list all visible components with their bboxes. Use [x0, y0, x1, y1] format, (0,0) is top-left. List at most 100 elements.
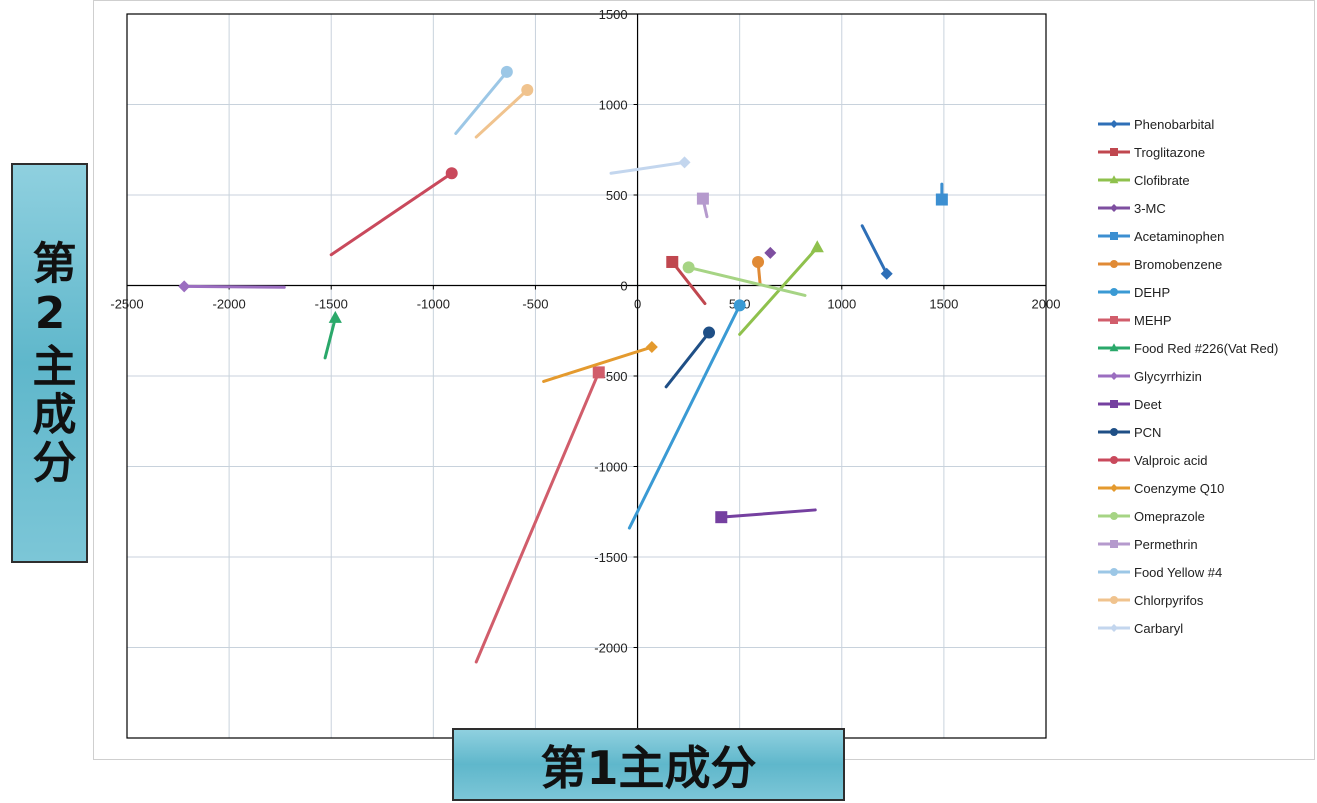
legend-item: Carbaryl: [1098, 621, 1183, 636]
legend-marker: [1110, 120, 1118, 128]
series-line: [323, 316, 337, 360]
legend-marker: [1110, 400, 1118, 408]
legend-label: MEHP: [1134, 313, 1172, 328]
grid: [126, 13, 1047, 739]
series-line: [182, 284, 286, 289]
data-point: [810, 240, 824, 253]
x-tick-label: 2000: [1032, 297, 1061, 312]
legend-label: Phenobarbital: [1134, 117, 1214, 132]
y-tick-label: -2000: [594, 641, 627, 656]
legend-label: Permethrin: [1134, 537, 1198, 552]
legend-label: PCN: [1134, 425, 1161, 440]
x-tick-label: -1000: [417, 297, 450, 312]
series-permethrin: [696, 192, 709, 219]
legend-label: Acetaminophen: [1134, 229, 1224, 244]
legend-marker: [1110, 372, 1118, 380]
legend: Phenobarbital Troglitazone Clofibrate 3-MC A…: [1098, 117, 1278, 636]
series-line: [719, 508, 817, 519]
series-glycyrrhizin: [178, 280, 286, 293]
legend-item: Deet: [1098, 397, 1162, 412]
legend-marker: [1110, 232, 1118, 240]
y-tick-label: 1000: [599, 98, 628, 113]
x-axis-title: 第1主成分: [452, 728, 845, 801]
legend-marker: [1110, 484, 1118, 492]
series-line: [627, 303, 742, 530]
legend-label: Carbaryl: [1134, 621, 1183, 636]
legend-label: Coenzyme Q10: [1134, 481, 1224, 496]
legend-item: Permethrin: [1098, 537, 1198, 552]
y-tick-label: -500: [602, 369, 628, 384]
data-point: [178, 280, 191, 293]
legend-item: Valproic acid: [1098, 453, 1207, 468]
x-tick-label: -1500: [315, 297, 348, 312]
series-line: [687, 265, 807, 297]
series-acetaminophen: [935, 182, 948, 206]
legend-label: DEHP: [1134, 285, 1170, 300]
legend-label: Deet: [1134, 397, 1162, 412]
x-tick-label: -2500: [110, 297, 143, 312]
data-point: [752, 255, 765, 268]
legend-label: Valproic acid: [1134, 453, 1207, 468]
series-food-red-226-vat-red-: [323, 310, 342, 360]
legend-item: 3-MC: [1098, 201, 1166, 216]
series-bromobenzene: [752, 255, 765, 286]
data-point: [682, 261, 695, 274]
legend-marker: [1110, 624, 1118, 632]
legend-label: Troglitazone: [1134, 145, 1205, 160]
legend-marker: [1110, 148, 1118, 156]
data-point: [880, 267, 893, 280]
axes: -2500 -2000 -1500 -1000 -500 0 500 1000 1500 2000…: [110, 7, 1060, 738]
legend-item: Bromobenzene: [1098, 257, 1222, 272]
series-line: [738, 245, 819, 336]
legend-marker: [1110, 568, 1118, 576]
series-deet: [715, 508, 817, 524]
data-point: [328, 310, 342, 323]
series-dehp: [627, 299, 746, 530]
data-point: [696, 192, 709, 205]
y-tick-label: 500: [606, 188, 628, 203]
data-point: [703, 326, 716, 339]
data-point: [715, 511, 728, 524]
legend-marker: [1110, 316, 1118, 324]
legend-item: PCN: [1098, 425, 1161, 440]
data-point: [666, 255, 679, 268]
legend-marker: [1110, 288, 1118, 296]
legend-item: MEHP: [1098, 313, 1172, 328]
series-line: [329, 171, 454, 257]
data-point: [445, 167, 458, 180]
legend-marker: [1110, 540, 1118, 548]
series-line: [474, 88, 529, 139]
x-tick-label: -500: [522, 297, 548, 312]
series-mehp: [474, 366, 605, 664]
series-omeprazole: [682, 261, 807, 297]
legend-label: Food Yellow #4: [1134, 565, 1222, 580]
data-point: [678, 156, 691, 169]
x-tick-label: 0: [634, 297, 641, 312]
legend-item: DEHP: [1098, 285, 1170, 300]
legend-marker: [1109, 343, 1119, 352]
legend-item: Coenzyme Q10: [1098, 481, 1224, 496]
data-point: [733, 299, 746, 312]
series-line: [664, 331, 711, 389]
legend-marker: [1110, 512, 1118, 520]
legend-label: Food Red #226(Vat Red): [1134, 341, 1278, 356]
legend-item: Omeprazole: [1098, 509, 1205, 524]
series-valproic-acid: [329, 167, 458, 257]
legend-item: Food Yellow #4: [1098, 565, 1222, 580]
legend-marker: [1110, 204, 1118, 212]
legend-marker: [1110, 456, 1118, 464]
series-layer: [178, 65, 948, 664]
data-point: [592, 366, 605, 379]
legend-label: Chlorpyrifos: [1134, 593, 1204, 608]
legend-label: Omeprazole: [1134, 509, 1205, 524]
data-point: [645, 341, 658, 354]
legend-item: Phenobarbital: [1098, 117, 1214, 132]
legend-item: Troglitazone: [1098, 145, 1205, 160]
series-line: [860, 224, 889, 276]
series-line: [454, 70, 509, 135]
y-tick-label: -1500: [594, 550, 627, 565]
series-phenobarbital: [860, 224, 893, 280]
series-line: [542, 345, 654, 383]
series-line: [474, 370, 601, 664]
